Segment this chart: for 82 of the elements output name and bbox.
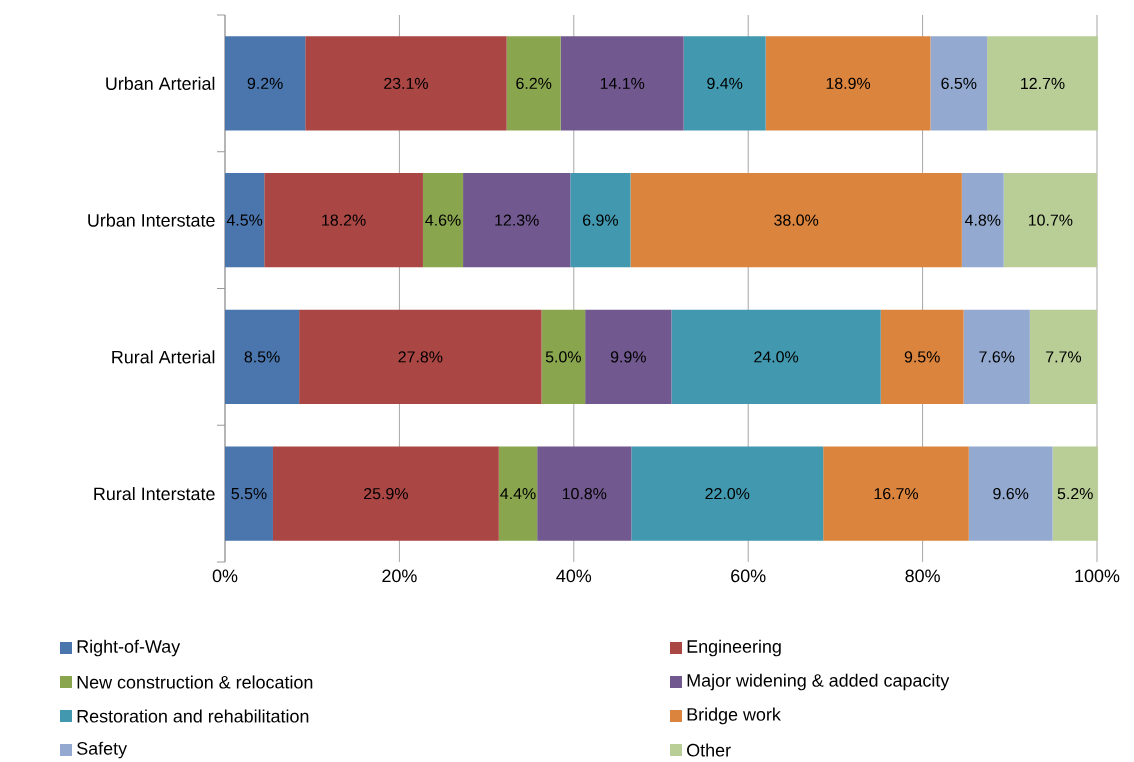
x-tick-label: 40% [556, 569, 592, 583]
bar [765, 36, 931, 131]
data-label: 27.8% [398, 351, 443, 363]
bar [264, 172, 423, 268]
legend-label: New construction & relocation [77, 675, 313, 689]
legend-label: Safety [77, 741, 128, 759]
bar [1029, 309, 1098, 405]
data-label: 10.7% [1028, 214, 1073, 226]
bar [570, 172, 631, 268]
bar [1052, 446, 1098, 541]
data-label: 4.6% [425, 214, 461, 226]
bar [541, 309, 586, 405]
data-label: 7.6% [979, 351, 1015, 363]
y-tick-label: Rural Arterial [112, 350, 215, 364]
data-label: 4.8% [964, 214, 1001, 226]
data-label: 4.4% [500, 488, 536, 500]
data-label: 18.2% [322, 214, 366, 226]
bar [823, 446, 969, 541]
data-label: 5.5% [231, 488, 267, 500]
x-tick-label: 20% [382, 569, 417, 583]
data-label: 9.5% [904, 351, 940, 363]
bar [961, 172, 1004, 268]
x-tick-label: 0% [212, 569, 238, 583]
data-label: 18.9% [826, 77, 871, 90]
data-label: 25.9% [364, 487, 408, 500]
bar [299, 309, 542, 405]
data-label: 7.7% [1046, 351, 1082, 363]
data-label: 6.2% [516, 77, 552, 90]
x-tick-label: 60% [731, 569, 766, 583]
y-tick-label: Urban Interstate [88, 213, 215, 227]
y-tick-label: Urban Arterial [106, 76, 215, 90]
bar [422, 172, 464, 268]
data-label: 12.3% [495, 214, 539, 226]
data-label: 4.5% [226, 214, 263, 226]
data-label: 12.7% [1021, 77, 1065, 89]
data-label: 22.0% [705, 487, 750, 500]
data-label: 23.1% [384, 77, 428, 90]
x-tick-label: 80% [905, 569, 940, 583]
data-label: 8.5% [244, 351, 280, 363]
bar [225, 309, 300, 405]
bar [225, 446, 273, 541]
bar [630, 172, 962, 268]
data-label: 9.6% [993, 487, 1029, 500]
bar [968, 446, 1053, 541]
data-label: 16.7% [874, 487, 919, 500]
data-label: 6.5% [941, 77, 977, 90]
data-label: 38.0% [774, 214, 819, 226]
bar [930, 36, 988, 131]
bar [631, 446, 824, 541]
bar [225, 36, 306, 131]
bar [880, 309, 964, 405]
bar [671, 309, 881, 405]
bar [560, 36, 684, 131]
legend-label: Right-of-Way [77, 639, 181, 657]
bar [683, 36, 766, 131]
data-label: 5.2% [1057, 487, 1093, 500]
data-label: 6.9% [583, 214, 618, 226]
bar [305, 36, 507, 131]
legend-label: Engineering [687, 639, 781, 657]
bar [963, 309, 1030, 405]
data-label: 24.0% [754, 351, 799, 363]
bar [987, 36, 1098, 131]
bar [272, 446, 499, 541]
data-label: 9.4% [707, 77, 743, 90]
legend-label: Major widening & added capacity [687, 673, 950, 691]
bar [585, 309, 672, 405]
legend-label: Bridge work [687, 707, 781, 725]
bar [463, 172, 571, 268]
bar [537, 446, 632, 541]
legend-label: Other [687, 743, 731, 757]
data-label: 9.2% [247, 77, 283, 90]
bar [506, 36, 561, 131]
bar [225, 172, 265, 268]
legend-label: Restoration and rehabilitation [77, 709, 309, 723]
bar [1003, 172, 1098, 268]
bar [498, 446, 538, 541]
data-label: 9.9% [610, 351, 646, 363]
x-tick-label: 100% [1075, 569, 1120, 583]
data-label: 5.0% [545, 351, 581, 363]
y-tick-label: Rural Interstate [94, 487, 215, 501]
data-label: 10.8% [562, 487, 607, 500]
data-label: 14.1% [600, 77, 645, 89]
